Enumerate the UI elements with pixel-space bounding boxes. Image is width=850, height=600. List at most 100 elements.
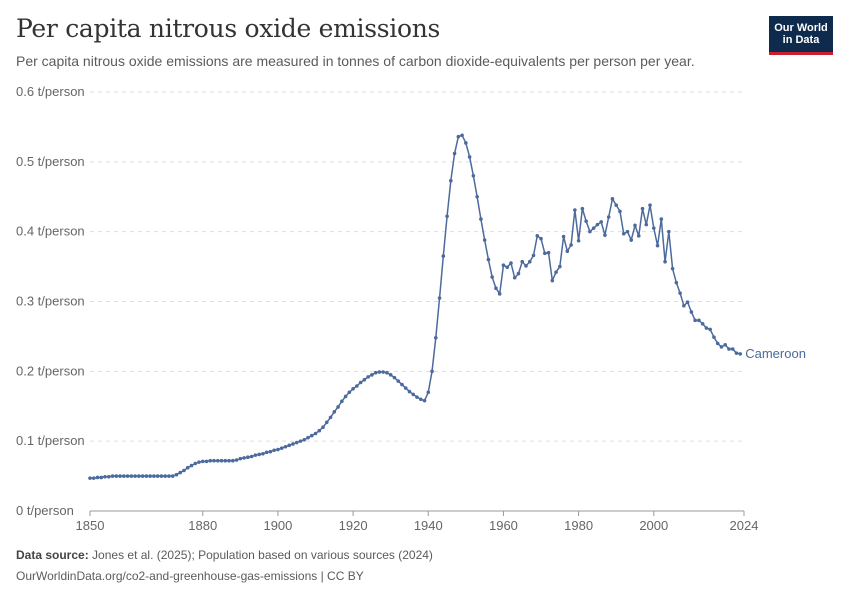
data-point xyxy=(317,428,322,433)
data-point xyxy=(678,291,682,295)
data-point xyxy=(385,370,389,375)
x-tick-label: 1850 xyxy=(76,518,105,533)
data-point xyxy=(546,250,551,255)
data-point xyxy=(340,399,344,404)
data-point xyxy=(734,351,739,355)
data-point xyxy=(343,394,348,399)
data-point xyxy=(554,270,558,274)
data-point xyxy=(366,375,370,379)
data-point xyxy=(106,474,111,479)
data-point xyxy=(614,203,619,207)
owid-logo[interactable]: Our World in Data xyxy=(769,16,833,55)
data-point xyxy=(456,134,461,139)
data-point xyxy=(621,231,626,236)
data-point xyxy=(719,345,724,349)
data-point xyxy=(689,310,694,314)
data-point xyxy=(351,386,355,391)
x-tick-label: 1980 xyxy=(564,518,593,533)
data-point xyxy=(565,249,570,254)
data-point xyxy=(618,209,622,214)
data-point xyxy=(249,454,254,459)
data-point xyxy=(287,443,292,448)
data-point xyxy=(178,470,183,475)
data-point xyxy=(527,259,532,264)
x-tick-label: 1960 xyxy=(489,518,518,533)
data-point xyxy=(486,257,491,262)
chart-title: Per capita nitrous oxide emissions xyxy=(16,14,441,43)
data-point xyxy=(501,263,506,267)
data-point xyxy=(215,458,220,463)
data-point xyxy=(550,278,555,283)
data-point xyxy=(693,318,697,323)
data-point xyxy=(460,133,464,138)
data-point xyxy=(403,386,408,390)
data-point xyxy=(268,449,273,454)
x-tick-label: 1920 xyxy=(339,518,368,533)
data-point xyxy=(411,392,416,397)
y-tick-label: 0.4 t/person xyxy=(16,224,85,239)
data-point xyxy=(129,474,134,478)
data-point xyxy=(471,174,476,178)
data-point xyxy=(685,300,690,305)
data-point xyxy=(599,220,603,224)
data-point xyxy=(426,390,431,395)
data-point xyxy=(219,458,224,463)
data-point xyxy=(144,474,149,478)
data-point xyxy=(231,458,235,463)
data-point xyxy=(294,440,299,445)
data-point xyxy=(606,215,611,219)
source-text[interactable]: Jones et al. (2025); Population based on… xyxy=(92,548,433,562)
y-tick-label: 0 t/person xyxy=(16,503,74,518)
y-axis-ticks: 0 t/person 0.1 t/person 0.2 t/person 0.3 t/… xyxy=(16,84,85,518)
x-tick-label: 2000 xyxy=(639,518,668,533)
y-tick-label: 0.6 t/person xyxy=(16,84,85,99)
data-point xyxy=(430,369,434,374)
data-point xyxy=(422,398,427,403)
y-tick-label: 0.5 t/person xyxy=(16,154,85,169)
data-point xyxy=(520,259,525,264)
data-point xyxy=(283,444,288,449)
data-point xyxy=(524,264,528,268)
data-point xyxy=(309,433,314,438)
logo-line-2: in Data xyxy=(782,34,820,46)
x-tick-label: 1900 xyxy=(263,518,292,533)
data-point xyxy=(467,155,472,159)
data-point xyxy=(558,264,562,269)
data-point xyxy=(715,341,720,346)
data-point xyxy=(140,474,145,478)
data-point xyxy=(418,397,423,402)
data-point xyxy=(185,465,190,470)
data-point xyxy=(212,458,216,463)
data-point xyxy=(663,259,667,264)
footer-url[interactable]: OurWorldinData.org/co2-and-greenhouse-ga… xyxy=(16,569,364,583)
data-point xyxy=(88,476,92,480)
chart-subtitle: Per capita nitrous oxide emissions are m… xyxy=(16,53,695,69)
data-point xyxy=(482,238,487,242)
data-point xyxy=(118,474,122,478)
data-point xyxy=(204,459,209,464)
series-group: Cameroon xyxy=(88,133,806,480)
data-point xyxy=(437,296,442,300)
data-point xyxy=(332,410,337,414)
data-point xyxy=(573,208,577,212)
data-point xyxy=(595,222,600,227)
data-point xyxy=(291,442,295,446)
data-point xyxy=(727,347,731,351)
data-point xyxy=(584,219,588,223)
data-point xyxy=(246,455,250,460)
data-point xyxy=(103,474,107,479)
x-tick-label: 1880 xyxy=(188,518,217,533)
data-point xyxy=(242,456,246,460)
data-point xyxy=(674,280,679,285)
data-point xyxy=(197,460,201,464)
data-point xyxy=(505,265,510,270)
data-point xyxy=(636,234,641,238)
data-point xyxy=(516,271,521,276)
data-point xyxy=(588,229,592,234)
data-point xyxy=(238,456,243,461)
data-point xyxy=(433,336,438,340)
data-point xyxy=(682,303,686,308)
series-label-cameroon[interactable]: Cameroon xyxy=(745,346,806,361)
data-point xyxy=(261,451,265,456)
data-point xyxy=(114,474,119,478)
